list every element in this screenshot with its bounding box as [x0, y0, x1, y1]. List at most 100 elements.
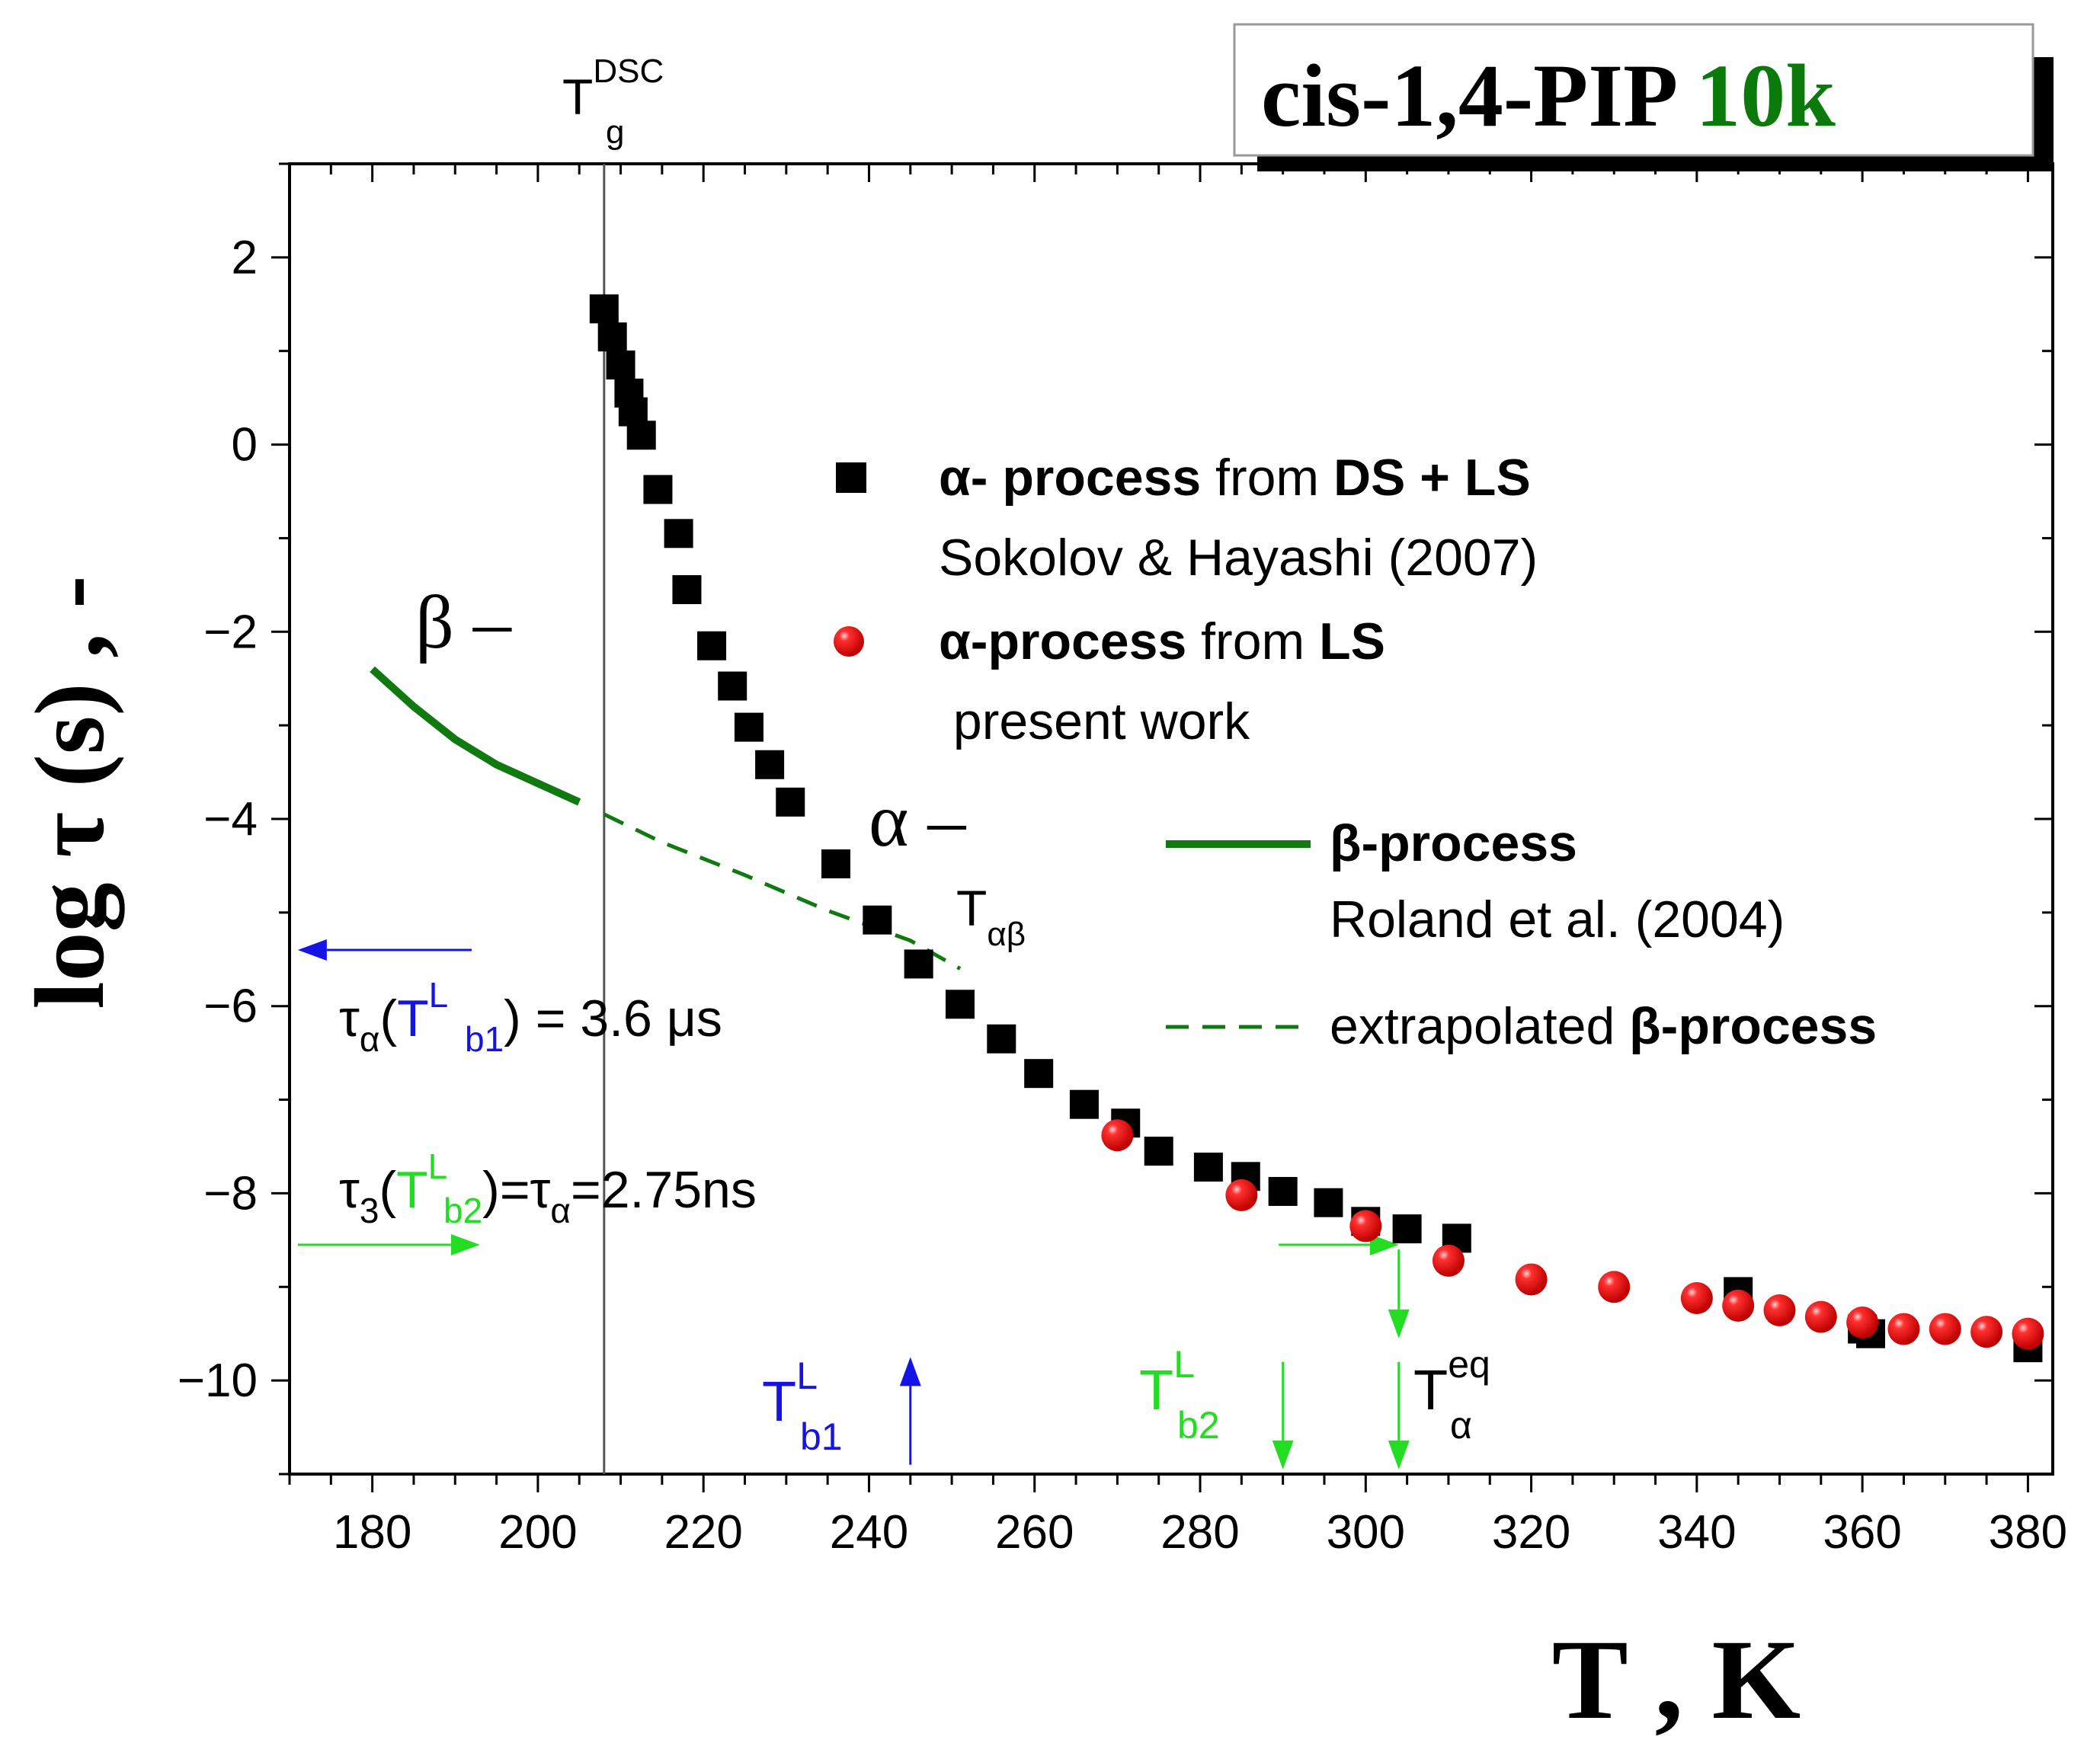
x-tick-label: 380	[1989, 1506, 2067, 1559]
legend-item4: extrapolated β-process	[1330, 997, 1877, 1055]
plot-frame	[288, 162, 2054, 1476]
legend-item1-line1: α- process from DS + LS	[939, 449, 1531, 507]
tg-dsc-label: TDSC g	[562, 53, 664, 151]
alpha-ls-point	[1887, 1313, 1920, 1345]
tau-b2-p1: τ	[339, 1161, 360, 1219]
tau-b1-annotation: τα(TLb1) = 3.6 μs	[339, 975, 722, 1059]
tb2-main: T	[1139, 1358, 1173, 1422]
alpha-ds-ls-point	[643, 475, 673, 504]
tau-b1-p3sub: b1	[465, 1019, 504, 1059]
alpha-label: α –	[869, 778, 966, 862]
x-tick-label: 260	[995, 1506, 1074, 1559]
legend-item1-bold1: α- process	[939, 449, 1201, 507]
tg-main: T	[562, 69, 593, 125]
legend-item2-bold1: α-process	[939, 612, 1186, 670]
y-axis-label: log τ (s) , -	[15, 575, 125, 1009]
legend-item1-bold2: DS + LS	[1333, 449, 1531, 507]
tau-b2-p4sub: α	[550, 1191, 571, 1230]
title-box: cis-1,4-PIP 10k	[1233, 23, 2054, 171]
axis-ticks	[271, 162, 2053, 1492]
legend-item2-line2: present work	[939, 692, 1250, 750]
marker-layer	[589, 294, 2044, 1363]
tau-b1-p1sub: α	[360, 1019, 380, 1059]
alpha-ls-point	[1101, 1119, 1134, 1152]
y-tick-label: −4	[203, 793, 258, 846]
alpha-ds-ls-point	[597, 322, 627, 352]
x-tick-label: 280	[1160, 1506, 1239, 1559]
y-tick-label: −10	[178, 1354, 258, 1407]
extrapolated-beta-line	[603, 812, 962, 971]
alpha-ls-point	[1515, 1263, 1548, 1296]
tb1-main: T	[762, 1370, 796, 1433]
alpha-ds-ls-point	[755, 750, 785, 779]
tb1-sub: b1	[800, 1415, 843, 1458]
legend-item1-line2: Sokolov & Hayashi (2007)	[939, 529, 1538, 587]
alpha-ds-ls-point	[1024, 1059, 1054, 1089]
x-axis-label: T , K	[1552, 1617, 1801, 1743]
alpha-ds-ls-point	[863, 905, 892, 935]
alpha-ds-ls-point	[1193, 1153, 1223, 1182]
alpha-ls-point	[1846, 1306, 1879, 1338]
alpha-ls-point	[1349, 1210, 1382, 1242]
x-tick-label: 240	[830, 1506, 908, 1559]
arrow-head	[297, 939, 327, 961]
chart-title-accent: 10k	[1695, 46, 1836, 146]
legend-item3-line2: Roland et al. (2004)	[1330, 891, 1785, 948]
tau-b1-p2: (	[379, 990, 397, 1047]
tau-b1-p1: τ	[339, 990, 360, 1047]
alpha-ls-point	[2012, 1317, 2044, 1350]
arrow-head	[1388, 1309, 1410, 1338]
y-tick-label: 2	[232, 232, 258, 284]
tau-b2-annotation: τ3(TL b2)=τα=2.75ns	[339, 1147, 757, 1230]
alpha-ls-point	[1598, 1271, 1631, 1303]
alpha-ds-ls-point	[672, 575, 702, 604]
alpha-ds-ls-point	[904, 949, 933, 979]
alpha-ds-ls-point	[626, 421, 656, 450]
legend-item4-text: extrapolated	[1330, 997, 1629, 1055]
tb2-label: TL b2	[1139, 1343, 1220, 1447]
tb1-label: TL b1	[762, 1354, 843, 1458]
alpha-ds-ls-point	[734, 712, 763, 742]
alpha-ls-point	[1680, 1282, 1713, 1315]
legend-item3-line1: β-process	[1330, 814, 1577, 872]
teq-main: T	[1413, 1358, 1448, 1422]
alpha-ds-ls-point	[606, 350, 635, 380]
x-tick-label: 360	[1823, 1506, 1901, 1559]
tg-sup: DSC	[593, 53, 664, 90]
x-tick-label: 220	[664, 1506, 742, 1559]
x-tick-label: 320	[1492, 1506, 1570, 1559]
x-tick-labels: 180 200 220 240 260 280 300 320 340 360 380	[333, 1506, 2067, 1559]
tau-b2-p3: T	[396, 1161, 428, 1219]
tau-b1-p4: ) = 3.6 μs	[504, 990, 722, 1047]
tau-b2-p2: (	[379, 1161, 396, 1219]
y-tick-label: −6	[203, 980, 258, 1033]
teq-sup: eq	[1448, 1343, 1490, 1386]
alpha-ls-point	[1763, 1294, 1796, 1326]
alpha-ds-ls-point	[776, 787, 805, 817]
legend-marker-sphere	[834, 626, 864, 657]
arrow-head	[1272, 1440, 1294, 1470]
x-tick-label: 200	[498, 1506, 577, 1559]
alpha-ds-ls-point	[718, 671, 747, 701]
tau-b1-p3: T	[397, 990, 429, 1047]
y-tick-labels: 2 0 −2 −4 −6 −8 −10	[178, 232, 258, 1407]
beta-label: β –	[415, 580, 512, 664]
arrow-head	[1388, 1440, 1410, 1470]
curve-layer	[370, 666, 962, 971]
alpha-ds-ls-point	[1144, 1137, 1173, 1166]
tab-main: T	[956, 880, 987, 936]
t-alpha-beta-label: Tαβ	[956, 880, 1026, 953]
x-tick-label: 300	[1327, 1506, 1405, 1559]
arrow-head	[899, 1357, 921, 1386]
teq-sub: α	[1450, 1404, 1472, 1447]
chart-title: cis-1,4-PIP 10k	[1261, 46, 1836, 146]
alpha-ds-ls-point	[1314, 1188, 1343, 1217]
alpha-ls-point	[1804, 1300, 1837, 1333]
tau-b1-p3sup: L	[429, 975, 449, 1015]
tau-b2-p1sub: 3	[360, 1191, 379, 1230]
arrow-head	[1369, 1234, 1399, 1255]
legend-marker-square	[836, 462, 866, 493]
beta-process-line	[370, 666, 581, 806]
alpha-ds-ls-point	[664, 519, 693, 548]
